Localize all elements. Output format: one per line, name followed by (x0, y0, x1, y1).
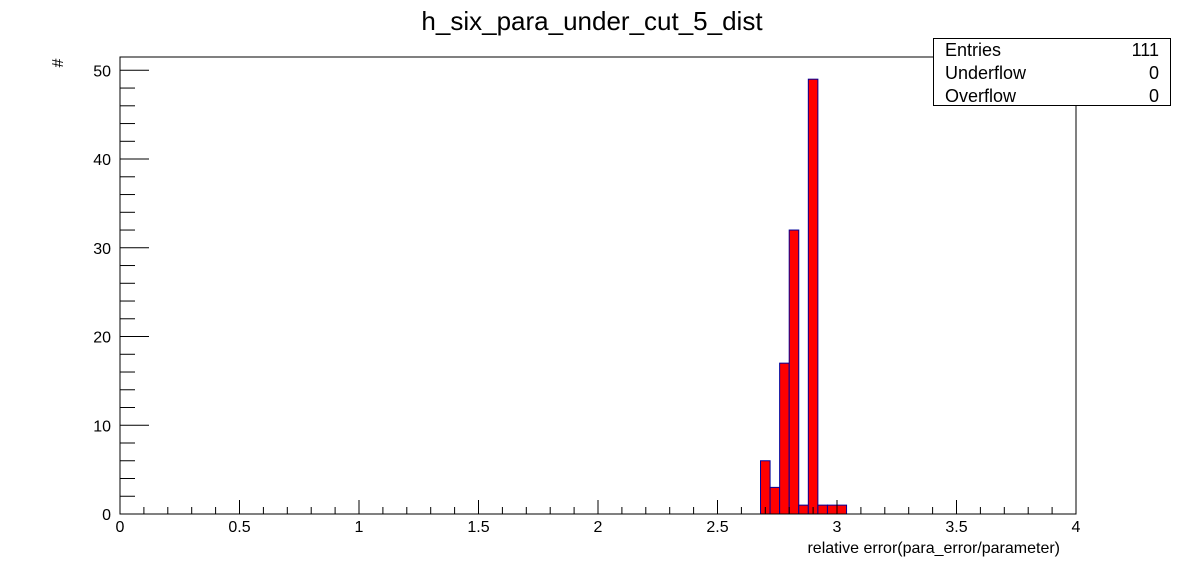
x-tick-label: 0.5 (228, 519, 250, 536)
y-axis-label: # (50, 58, 67, 67)
y-tick-label: 0 (102, 507, 111, 524)
plot-frame (119, 56, 1077, 515)
histogram-bar (807, 78, 819, 515)
stats-box: Entries 111 Underflow 0 Overflow 0 (933, 38, 1171, 106)
y-tick-label: 40 (93, 152, 111, 169)
y-tick-label: 30 (93, 241, 111, 258)
x-tick-label: 3.5 (945, 519, 967, 536)
histogram-bar (788, 229, 800, 515)
histogram-bar (836, 504, 848, 515)
stats-underflow-label: Underflow (945, 63, 1027, 83)
stats-row-overflow: Overflow 0 (945, 85, 1159, 107)
stats-overflow-value: 0 (1148, 86, 1159, 106)
x-tick-label: 1.5 (467, 519, 489, 536)
histogram-bar (769, 486, 781, 515)
stats-row-entries: Entries 111 (945, 39, 1159, 61)
stats-row-underflow: Underflow 0 (945, 62, 1159, 84)
histogram-bar (798, 504, 809, 515)
x-tick-label: 2.5 (706, 519, 728, 536)
y-axis-ticks: 0 10 20 30 40 50 (93, 63, 149, 524)
histogram-bar (817, 504, 828, 515)
x-axis-ticks: 0 0.5 1 1.5 2 2.5 3 3.5 4 (116, 500, 1081, 536)
stats-entries-value: 111 (1131, 40, 1159, 60)
bars-group (760, 78, 848, 515)
x-tick-label: 0 (116, 519, 125, 536)
x-tick-label: 2 (594, 519, 603, 536)
x-tick-label: 1 (355, 519, 364, 536)
histogram-bar (826, 504, 838, 515)
histogram-bar (760, 460, 771, 515)
stats-underflow-value: 0 (1148, 63, 1159, 83)
x-tick-label: 4 (1072, 519, 1081, 536)
stats-overflow-label: Overflow (945, 86, 1017, 106)
x-axis-label: relative error(para_error/parameter) (807, 540, 1060, 557)
y-tick-label: 50 (93, 63, 111, 80)
histogram-bar (779, 362, 790, 515)
y-tick-label: 10 (93, 418, 111, 435)
chart-title: h_six_para_under_cut_5_dist (421, 6, 763, 36)
x-tick-label: 3 (833, 519, 842, 536)
stats-entries-label: Entries (945, 40, 1002, 60)
y-tick-label: 20 (93, 330, 111, 347)
